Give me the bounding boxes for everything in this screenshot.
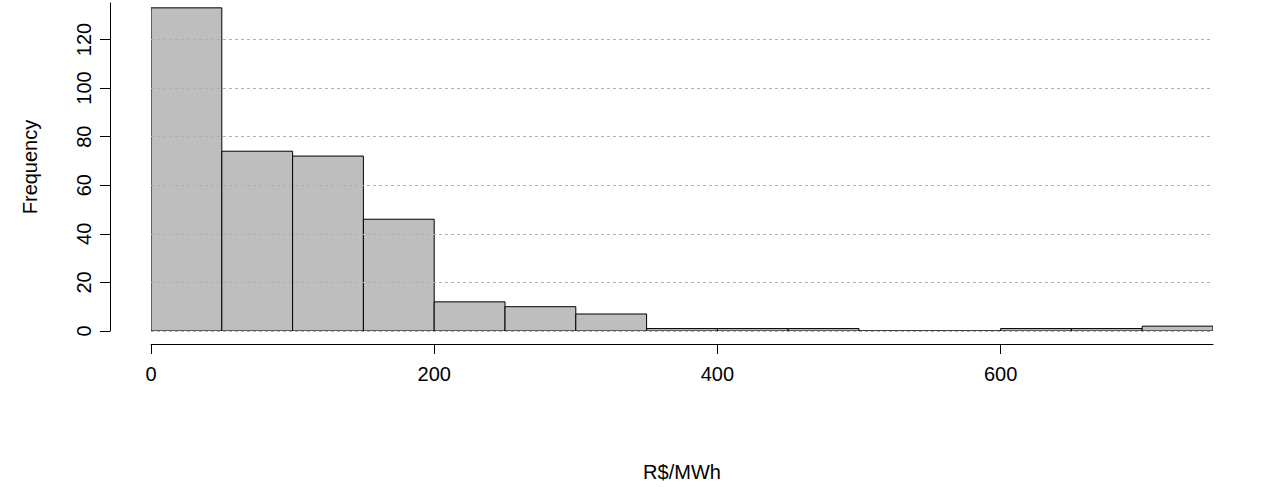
svg-text:40: 40 <box>73 223 95 245</box>
svg-text:Frequency: Frequency <box>19 120 41 215</box>
svg-text:60: 60 <box>73 174 95 196</box>
svg-text:120: 120 <box>73 23 95 56</box>
svg-text:0: 0 <box>73 325 95 336</box>
svg-text:600: 600 <box>984 363 1017 385</box>
svg-text:100: 100 <box>73 71 95 104</box>
svg-text:R$/MWh: R$/MWh <box>643 461 721 483</box>
svg-text:0: 0 <box>145 363 156 385</box>
svg-text:80: 80 <box>73 126 95 148</box>
svg-text:20: 20 <box>73 271 95 293</box>
svg-text:400: 400 <box>701 363 734 385</box>
svg-text:200: 200 <box>418 363 451 385</box>
